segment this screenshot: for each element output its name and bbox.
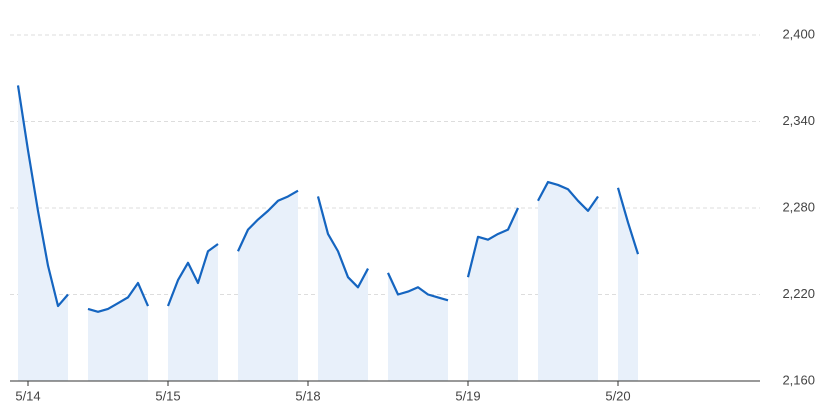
area xyxy=(388,272,448,381)
area xyxy=(88,282,148,381)
area xyxy=(238,190,298,381)
area xyxy=(318,196,368,381)
x-tick-label: 5/14 xyxy=(15,388,40,403)
area xyxy=(538,182,598,381)
y-tick-label: 2,160 xyxy=(782,372,815,387)
x-tick-label: 5/15 xyxy=(155,388,180,403)
y-tick-label: 2,400 xyxy=(782,26,815,41)
x-tick-label: 5/19 xyxy=(455,388,480,403)
area xyxy=(618,187,638,381)
area xyxy=(168,244,218,381)
x-tick-label: 5/20 xyxy=(605,388,630,403)
x-tick-label: 5/18 xyxy=(295,388,320,403)
y-tick-label: 2,340 xyxy=(782,113,815,128)
y-tick-label: 2,220 xyxy=(782,286,815,301)
area xyxy=(18,85,68,381)
area xyxy=(468,208,518,381)
price-line xyxy=(16,85,640,313)
y-tick-label: 2,280 xyxy=(782,199,815,214)
